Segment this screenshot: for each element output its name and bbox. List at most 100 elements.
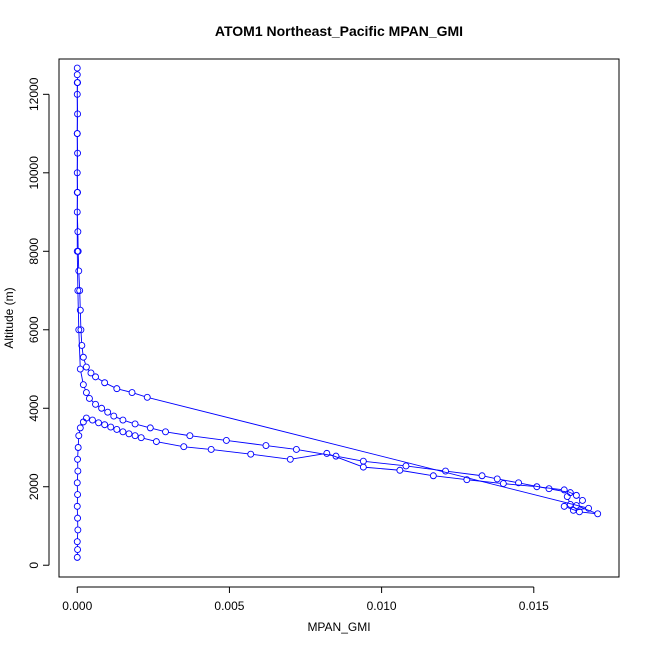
data-point xyxy=(96,420,102,426)
data-point xyxy=(163,429,169,435)
series-segment xyxy=(81,372,83,382)
data-point xyxy=(573,492,579,498)
data-point xyxy=(153,439,159,445)
data-point xyxy=(430,473,436,479)
data-point xyxy=(208,446,214,452)
data-point xyxy=(86,395,92,401)
data-point xyxy=(287,456,293,462)
data-point xyxy=(397,467,403,473)
data-point xyxy=(561,487,567,493)
series-segment xyxy=(448,471,479,475)
series-segment xyxy=(138,425,147,427)
series-segment xyxy=(193,436,224,440)
series-segment xyxy=(126,421,132,423)
series-segment xyxy=(485,476,494,478)
series-segment xyxy=(77,254,78,287)
data-point xyxy=(479,473,485,479)
data-point xyxy=(74,72,80,78)
data-point xyxy=(77,366,83,372)
x-tick-label: 0.005 xyxy=(214,599,244,613)
series-2 xyxy=(74,415,600,560)
y-tick-label: 2000 xyxy=(27,473,41,500)
series-segment xyxy=(107,384,114,387)
x-tick-label: 0.015 xyxy=(519,599,549,613)
data-point xyxy=(74,480,80,486)
data-point xyxy=(360,458,366,464)
series-segment xyxy=(436,476,464,479)
y-tick-label: 8000 xyxy=(27,238,41,265)
series-segment xyxy=(159,442,180,446)
data-point xyxy=(75,492,81,498)
data-point xyxy=(494,476,500,482)
data-point xyxy=(105,409,111,415)
y-tick-label: 0 xyxy=(27,562,41,569)
y-tick-label: 10000 xyxy=(27,156,41,190)
data-point xyxy=(187,433,193,439)
x-tick-label: 0.010 xyxy=(367,599,397,613)
series-1 xyxy=(74,65,591,513)
series-segment xyxy=(214,450,248,454)
series-segment xyxy=(117,417,121,419)
data-point xyxy=(111,413,117,419)
data-point xyxy=(108,424,114,430)
series-segment xyxy=(187,447,208,449)
data-point xyxy=(132,433,138,439)
data-point xyxy=(126,431,132,437)
data-point xyxy=(74,189,80,195)
series-segment xyxy=(120,389,129,391)
data-point xyxy=(93,374,99,380)
series-segment xyxy=(150,398,585,508)
data-point xyxy=(595,511,601,517)
y-axis-label: Altitude (m) xyxy=(2,287,16,348)
series-segment xyxy=(153,429,162,431)
data-point xyxy=(89,417,95,423)
x-axis-label: MPAN_GMI xyxy=(307,620,370,634)
series-segment xyxy=(79,333,80,366)
data-point xyxy=(83,415,89,421)
data-point xyxy=(129,390,135,396)
data-point xyxy=(76,268,82,274)
data-point xyxy=(223,437,229,443)
plot-frame xyxy=(59,59,619,577)
data-point xyxy=(75,445,81,451)
data-point xyxy=(83,390,89,396)
data-point xyxy=(74,503,80,509)
series-segment xyxy=(168,432,186,435)
data-point xyxy=(561,503,567,509)
series-segment xyxy=(78,294,79,327)
data-point xyxy=(263,443,269,449)
series-segment xyxy=(403,471,431,476)
data-point xyxy=(120,429,126,435)
data-point xyxy=(360,464,366,470)
data-point xyxy=(138,435,144,441)
data-point xyxy=(74,554,80,560)
data-point xyxy=(144,394,150,400)
data-point xyxy=(324,450,330,456)
data-point xyxy=(93,401,99,407)
data-point xyxy=(99,405,105,411)
data-point xyxy=(102,422,108,428)
data-point xyxy=(75,229,81,235)
series-segment xyxy=(98,378,102,381)
data-point xyxy=(80,354,86,360)
data-point xyxy=(80,382,86,388)
data-point xyxy=(74,131,80,137)
data-point xyxy=(181,444,187,450)
series-segment xyxy=(293,454,324,459)
data-point xyxy=(403,463,409,469)
data-point xyxy=(76,433,82,439)
y-tick-label: 4000 xyxy=(27,395,41,422)
data-point xyxy=(293,446,299,452)
y-tick-label: 6000 xyxy=(27,316,41,343)
series-segment xyxy=(135,393,144,396)
data-point xyxy=(74,80,80,86)
data-point xyxy=(120,417,126,423)
data-point xyxy=(132,421,138,427)
series-layer xyxy=(74,65,600,560)
data-point xyxy=(77,425,83,431)
series-segment xyxy=(540,487,561,489)
series-segment xyxy=(81,333,82,343)
